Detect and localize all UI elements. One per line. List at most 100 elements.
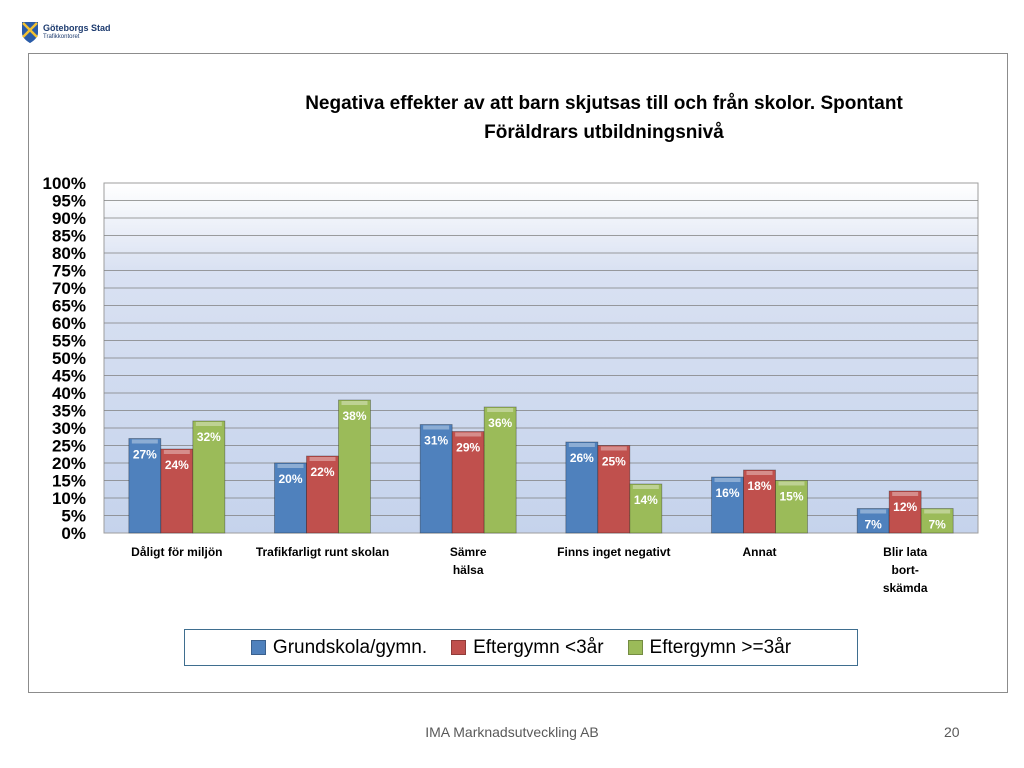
bar: [483, 406, 517, 534]
legend-item: Eftergymn >=3år: [627, 636, 792, 659]
data-label: 15%: [779, 490, 803, 504]
y-tick-label: 90%: [52, 209, 86, 228]
x-category-label: Trafikfarligt runt skolan: [256, 545, 389, 559]
legend-item: Grundskola/gymn.: [250, 636, 428, 659]
bar-highlight: [309, 457, 336, 461]
logo: Göteborgs Stad Trafikkontoret: [20, 20, 111, 44]
bar-highlight: [195, 422, 222, 426]
y-tick-label: 0%: [61, 524, 86, 543]
x-axis-labels: Dåligt för miljön Trafikfarligt runt skol…: [131, 545, 928, 595]
x-category-label: hälsa: [453, 563, 484, 577]
bars: 27% 24% 32% 20% 22% 38% 31% 29% 36% 26% 25% 14% 16% 1…: [128, 399, 954, 534]
y-tick-label: 80%: [52, 244, 86, 263]
data-label: 7%: [864, 518, 882, 532]
bar: [565, 441, 599, 534]
legend-item: Eftergymn <3år: [451, 636, 604, 659]
legend-swatch: [250, 640, 266, 655]
y-tick-label: 25%: [52, 437, 86, 456]
data-label: 26%: [570, 451, 594, 465]
data-label: 29%: [456, 441, 480, 455]
data-label: 24%: [165, 458, 189, 472]
chart-legend: Grundskola/gymn. Eftergymn <3år Eftergym…: [184, 629, 858, 666]
y-tick-label: 50%: [52, 349, 86, 368]
legend-label: Eftergymn >=3år: [649, 636, 792, 658]
y-tick-label: 30%: [52, 419, 86, 438]
bar: [743, 469, 776, 534]
data-label: 22%: [310, 465, 334, 479]
y-tick-label: 5%: [61, 507, 86, 526]
x-category-label: Blir lata: [883, 545, 927, 559]
y-tick-label: 85%: [52, 227, 86, 246]
bar: [629, 483, 663, 534]
legend-swatch: [451, 640, 467, 655]
y-axis-ticks: 0%5%10%15%20%25%30%35%40%45%50%55%60%65%…: [43, 174, 86, 543]
bar: [274, 462, 307, 534]
legend-label: Grundskola/gymn.: [272, 636, 428, 658]
x-category-label: skämda: [883, 581, 928, 595]
bar-highlight: [632, 485, 659, 489]
data-label: 14%: [634, 493, 658, 507]
footer-company: IMA Marknadsutveckling AB: [425, 724, 599, 740]
x-category-label: Dåligt för miljön: [131, 545, 222, 559]
bar-highlight: [778, 481, 805, 486]
bar: [920, 508, 954, 534]
y-tick-label: 60%: [52, 314, 86, 333]
bar-highlight: [341, 401, 368, 405]
data-label: 12%: [893, 500, 917, 514]
bar: [160, 448, 194, 534]
bar-highlight: [892, 492, 919, 496]
y-tick-label: 40%: [52, 384, 86, 403]
legend-swatch: [627, 640, 643, 655]
bar-highlight: [746, 471, 773, 475]
data-label: 16%: [715, 486, 739, 500]
bar-highlight: [924, 509, 951, 514]
bar-highlight: [860, 509, 887, 514]
data-label: 27%: [133, 448, 157, 462]
bar-highlight: [277, 464, 304, 468]
bar: [451, 431, 485, 534]
y-tick-label: 70%: [52, 279, 86, 298]
bar-highlight: [423, 425, 450, 430]
bar: [128, 438, 162, 534]
bar: [597, 445, 631, 534]
y-tick-label: 20%: [52, 454, 86, 473]
y-tick-label: 45%: [52, 367, 86, 386]
bar-highlight: [714, 478, 741, 482]
bar: [888, 490, 922, 534]
y-tick-label: 10%: [52, 489, 86, 508]
bar-highlight: [600, 446, 627, 451]
bar-highlight: [131, 439, 158, 444]
data-label: 18%: [747, 479, 771, 493]
y-tick-label: 75%: [52, 262, 86, 281]
data-label: 25%: [602, 455, 626, 469]
bar: [192, 420, 226, 534]
bar: [775, 480, 808, 534]
logo-name: Göteborgs Stad: [43, 23, 111, 33]
x-category-label: Annat: [743, 545, 777, 559]
gridlines: [104, 200, 978, 516]
legend-label: Eftergymn <3år: [473, 636, 604, 658]
bar: [338, 399, 371, 534]
bar-highlight: [487, 408, 514, 412]
page-number: 20: [944, 724, 960, 740]
data-label: 32%: [197, 430, 221, 444]
y-tick-label: 35%: [52, 402, 86, 421]
x-category-label: Sämre: [450, 545, 487, 559]
bar-highlight: [568, 443, 595, 447]
data-label: 20%: [278, 472, 302, 486]
bar: [306, 455, 339, 534]
y-tick-label: 100%: [43, 174, 86, 193]
bar-highlight: [455, 432, 482, 437]
x-category-label: bort-: [892, 563, 919, 577]
data-label: 31%: [424, 434, 448, 448]
bar: [419, 424, 453, 534]
logo-subtitle: Trafikkontoret: [43, 34, 80, 40]
city-crest-icon: [22, 22, 38, 43]
bar: [856, 508, 890, 534]
chart-subtitle: Föräldrars utbildningsnivå: [484, 122, 724, 143]
y-tick-label: 55%: [52, 332, 86, 351]
y-tick-label: 65%: [52, 297, 86, 316]
y-tick-label: 95%: [52, 192, 86, 211]
y-tick-label: 15%: [52, 472, 86, 491]
